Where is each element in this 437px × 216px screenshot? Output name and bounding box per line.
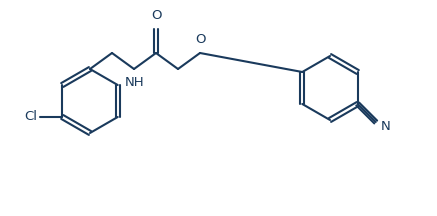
Text: Cl: Cl xyxy=(24,111,37,124)
Text: O: O xyxy=(151,9,161,22)
Text: O: O xyxy=(196,33,206,46)
Text: NH: NH xyxy=(125,76,145,89)
Text: N: N xyxy=(381,121,391,133)
